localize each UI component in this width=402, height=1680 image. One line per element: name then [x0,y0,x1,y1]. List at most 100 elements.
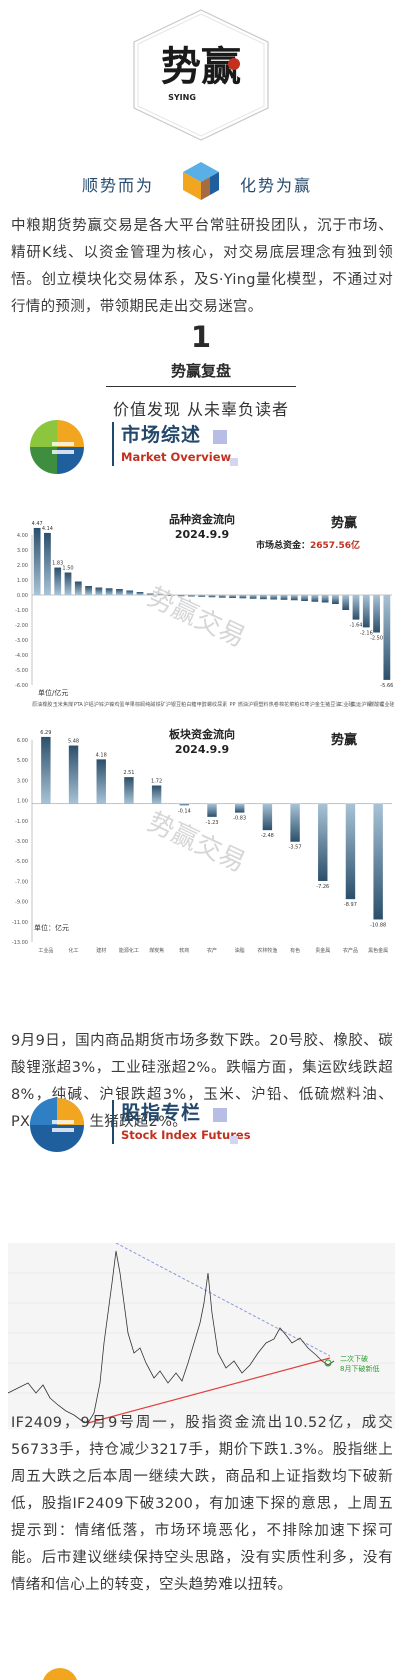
sector-flow-chart: 6.00 5.00 3.00 1.00 -1.00 -3.00 -5.00 -7.00 -9.0… [8,720,396,960]
bar [68,745,79,804]
y-tick-label: -5.00 [15,859,28,865]
data-label: -5.66 [380,683,393,689]
y-tick-label: 3.00 [17,778,28,784]
section-header-index: 股指专栏 Stock Index Futures [28,1090,268,1160]
bar [239,595,247,599]
category-label: 焦煤 [63,701,73,708]
data-label: -7.26 [316,884,329,890]
data-label: -0.14 [178,808,191,814]
data-label: 1.50 [62,566,73,572]
data-label: 2.51 [123,770,134,776]
category-label: 油脂 [235,947,245,954]
category-label: 螺纹 [207,701,217,708]
section-title-en: Market Overview [121,450,232,464]
category-label: 煤炭焦 [149,947,164,954]
category-label: 沪铜 [248,701,258,708]
y-tick-label: -2.00 [15,623,28,629]
bar [318,803,328,881]
unit-label: 单位：亿元 [34,923,69,932]
bar [124,777,134,804]
bar [383,595,391,680]
category-label: 集运 [351,701,361,708]
y-tick-label: -1.00 [15,819,28,825]
category-label: 工业硅 [379,701,394,708]
category-label: 化工 [69,947,79,954]
bar [280,595,288,600]
category-label: 纯碱 [145,701,155,708]
bar [234,803,245,813]
category-label: 沪锌 [94,701,104,708]
category-label: 碳酸锂 [369,701,384,708]
category-label: 红枣 [300,701,310,708]
chart-corner-logo: 势赢 [331,515,357,531]
data-label: 6.29 [40,730,51,736]
y-tick-label: 2.00 [17,563,28,569]
chart-date: 2024.9.9 [175,743,229,756]
logo-text: 势赢 [161,43,241,90]
category-label: 建材 [96,947,106,954]
y-tick-label: -7.00 [15,879,28,885]
bar [260,595,267,600]
index-commentary: IF2409，9月9号周一，股指资金流出10.52亿，成交56733手，持仓减少… [11,1415,393,1593]
bar [54,567,62,595]
category-label: 沪金 [310,701,320,708]
tagline: 顺势而为 化势为赢 [0,160,402,206]
brand-logo: 势赢 SYING [130,8,272,142]
logo-sub: SYING [168,93,196,102]
data-label: -1.64 [350,623,363,629]
category-label: 农产品 [343,947,358,954]
chart-title: 板块资金流向 [169,727,235,741]
bar [96,759,106,804]
chart-title: 品种资金流向 [169,512,235,526]
category-label: 甲醇 [197,701,207,708]
category-label: 铁矿 [156,701,166,708]
bar [85,586,92,595]
bar [362,595,370,628]
data-label: -10.88 [370,922,386,928]
category-label: 玉米 [53,701,63,708]
category-label: 橡胶 [42,701,52,708]
section-title-en: Stock Index Futures [121,1128,251,1142]
cube-icon [180,160,222,202]
category-label: 沪铝 [84,701,94,708]
bar [321,595,329,603]
tagline-right: 化势为赢 [240,176,313,195]
y-tick-label: -9.00 [15,900,28,906]
category-label: PP [230,702,236,708]
bar [74,581,82,595]
data-label: 4.14 [42,526,53,532]
bar [342,595,350,610]
section-header-market: 市场综述 Market Overview [28,412,268,482]
bar [179,803,190,806]
category-label: PTA [74,702,84,708]
category-label: 沪锡 [361,701,371,708]
y-tick-label: -4.00 [15,653,28,659]
bar [157,594,164,596]
y-tick-label: 3.00 [17,548,28,554]
intro-paragraph: 中粮期货势赢交易是各大平台常驻研投团队，沉于市场、精研K线、以资金管理为核心，对… [11,218,393,315]
chart-date: 2024.9.9 [175,528,229,541]
bar [188,595,195,597]
category-label: 能源化工 [119,947,139,954]
bar [352,595,360,620]
data-label: -8.97 [344,902,357,908]
data-label: -2.48 [261,833,274,839]
category-label: 工业品 [38,947,53,954]
y-tick-label: 6.00 [17,738,28,744]
data-label: -2.50 [370,636,383,642]
category-label: 燃油 [238,701,248,708]
bar [198,595,206,597]
category-label: 热卷 [269,701,279,708]
data-label: -3.57 [289,845,302,851]
category-label: 尿素 [217,701,227,708]
category-label: 软商 [179,947,189,954]
bar [33,527,41,595]
bar [64,572,72,595]
variety-flow-chart: 4.00 3.00 2.00 1.00 0.00 -1.00 -2.00 -3.00 -4.00… [8,505,396,712]
kline-annotation-1: 二次下破 [340,1354,368,1363]
category-label: 鸡蛋 [114,701,124,708]
bar [290,595,298,601]
y-tick-label: -6.00 [15,683,28,689]
data-label: -0.83 [233,816,246,822]
category-label: 生猪 [320,701,330,708]
